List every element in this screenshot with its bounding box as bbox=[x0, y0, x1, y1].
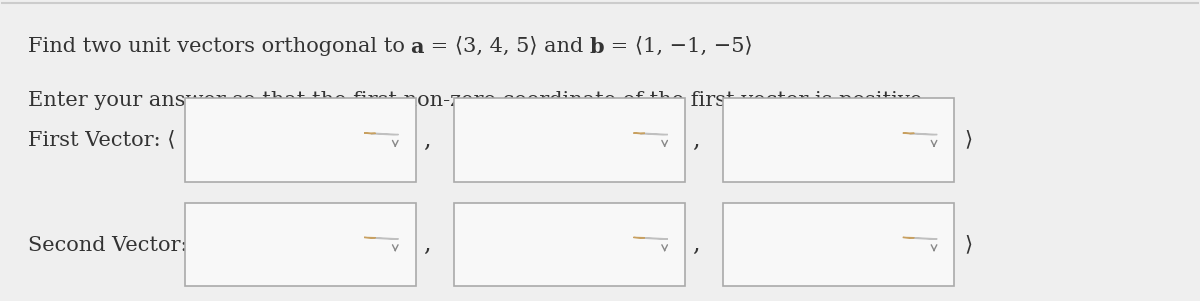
Text: a: a bbox=[410, 37, 424, 57]
Text: = ⟨3, 4, 5⟩ and: = ⟨3, 4, 5⟩ and bbox=[424, 37, 589, 56]
Polygon shape bbox=[634, 237, 644, 238]
Text: b: b bbox=[589, 37, 604, 57]
Text: ,: , bbox=[422, 129, 431, 152]
Text: ⟩: ⟩ bbox=[964, 235, 972, 254]
Text: ⟩: ⟩ bbox=[964, 131, 972, 150]
Polygon shape bbox=[364, 133, 376, 134]
Text: Enter your answer so that the first non-zero coordinate of the first vector is p: Enter your answer so that the first non-… bbox=[28, 91, 929, 110]
Polygon shape bbox=[371, 238, 398, 239]
Polygon shape bbox=[371, 133, 398, 135]
FancyBboxPatch shape bbox=[454, 98, 685, 182]
Polygon shape bbox=[634, 133, 644, 134]
Polygon shape bbox=[641, 133, 668, 135]
Text: ,: , bbox=[692, 233, 700, 256]
Polygon shape bbox=[910, 238, 937, 239]
Polygon shape bbox=[910, 133, 937, 135]
FancyBboxPatch shape bbox=[724, 98, 954, 182]
Text: ,: , bbox=[422, 233, 431, 256]
Polygon shape bbox=[364, 237, 376, 238]
FancyBboxPatch shape bbox=[454, 203, 685, 286]
Polygon shape bbox=[902, 133, 914, 134]
Text: Second Vector: ⟨: Second Vector: ⟨ bbox=[28, 235, 202, 254]
Polygon shape bbox=[902, 237, 914, 238]
FancyBboxPatch shape bbox=[724, 203, 954, 286]
FancyBboxPatch shape bbox=[185, 98, 415, 182]
FancyBboxPatch shape bbox=[185, 203, 415, 286]
Text: ,: , bbox=[692, 129, 700, 152]
Text: First Vector: ⟨: First Vector: ⟨ bbox=[28, 131, 175, 150]
Polygon shape bbox=[641, 238, 668, 239]
Text: = ⟨1, −1, −5⟩: = ⟨1, −1, −5⟩ bbox=[604, 37, 752, 56]
Text: Find two unit vectors orthogonal to: Find two unit vectors orthogonal to bbox=[28, 37, 412, 56]
